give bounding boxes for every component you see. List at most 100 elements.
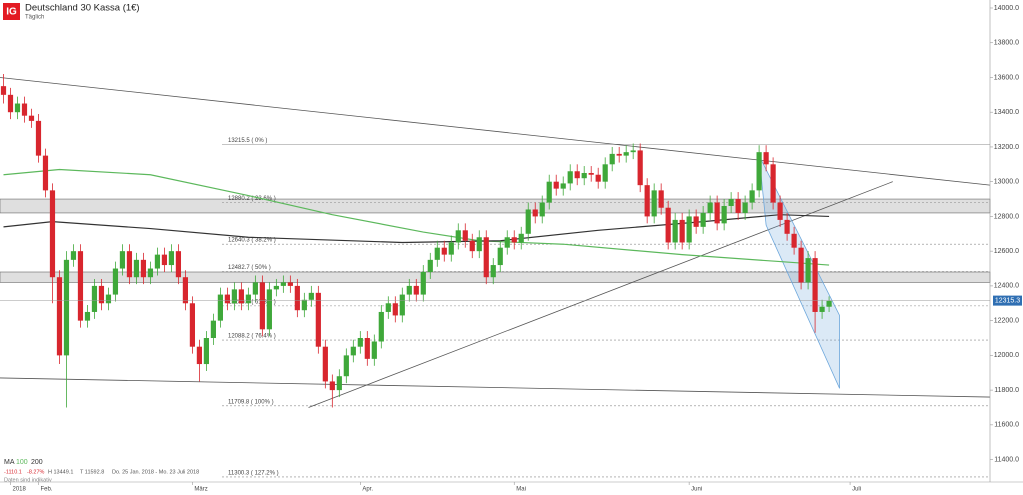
candle-body [686,216,692,243]
fib-label: 12640.3 ( 38.2% ) [228,238,276,244]
y-tick-label: 13000.0 [994,179,1019,186]
candle-body [350,346,356,356]
candle-body [252,282,258,295]
candle-body [756,152,762,191]
candle-body [581,172,587,179]
candle-body [14,103,21,113]
candle-body [49,190,56,278]
candle-body [798,247,804,283]
y-tick-label: 13800.0 [994,40,1019,47]
x-tick-label: Apr. [362,487,373,493]
last-price-box [993,295,1022,306]
candle-body [21,103,28,116]
y-tick-label: 12800.0 [994,213,1019,220]
fib-label: 12880.2 ( 23.6% ) [228,196,276,202]
candle-body [399,294,405,316]
candle-body [308,292,314,300]
candle-body [0,86,7,95]
candle-body [826,300,832,307]
candle-body [189,303,196,347]
fib-label: 12285.0 ( 61.8% ) [228,299,276,305]
candle-body [679,219,685,243]
candle-body [392,303,398,316]
candle-body [525,209,531,234]
fib-label: 12088.2 ( 76.4% ) [228,334,276,340]
candle-body [196,346,202,365]
y-tick-label: 13200.0 [994,144,1019,151]
candle-body [441,247,447,255]
candle-body [553,181,559,189]
candle-body [518,233,524,243]
candle-body [714,202,720,224]
y-tick-label: 11600.0 [994,422,1019,429]
candle-body [532,209,538,217]
stat: -8.27% [27,469,45,475]
candle-body [728,199,734,207]
candle-body [266,289,272,330]
candle-body [126,251,133,278]
candle-body [280,282,286,286]
candle-body [784,219,790,234]
candle-body [322,346,328,382]
candle-body [287,282,293,286]
candle-body [630,150,636,153]
y-tick-label: 11800.0 [994,387,1019,394]
candle-body [504,237,510,248]
stat: Do. 25 Jan. 2018 - Mo. 23 Juli 2018 [112,469,199,475]
candle-body [63,259,70,356]
candle-body [336,376,342,391]
x-tick-label: Feb. [40,487,52,493]
candle-body [273,285,279,290]
candle-body [168,251,175,266]
stat: T 11592.8 [80,469,104,475]
candle-body [595,174,601,182]
x-tick-label: 2018 [12,487,26,493]
stat: H 13449.1 [48,469,73,475]
candle-body [133,259,140,278]
candle-body [742,202,748,213]
ma-legend-entry: 200 [31,459,43,466]
candle-body [539,202,545,217]
candle-body [378,311,384,342]
candle-body [231,289,237,304]
candle-body [420,272,426,295]
y-tick-label: 12400.0 [994,283,1019,290]
candle-body [364,338,370,359]
candle-body [154,254,161,269]
candle-body [560,183,566,189]
candle-body [371,341,377,359]
candle-body [217,294,223,321]
stat: -1110.1 [4,469,22,475]
fib-label: 11709.8 ( 100% ) [228,399,274,405]
candle-body [644,185,650,217]
candle-body [140,259,147,278]
candle-body [567,171,573,184]
candle-body [770,164,776,203]
candle-body [343,355,349,377]
candle-body [413,285,419,295]
candle-body [259,282,265,330]
candle-body [462,230,468,241]
candle-body [224,294,230,304]
candle-body [294,285,300,311]
candle-body [315,292,321,347]
candle-body [469,240,475,252]
candle-body [77,251,84,321]
candle-body [574,171,580,179]
fib-label: 12482.7 ( 50% ) [228,265,271,271]
candle-body [616,153,622,156]
candle-body [238,289,244,304]
candle-body [623,152,629,156]
candle-body [476,237,482,252]
candle-body [658,190,664,208]
candle-body [147,268,154,278]
logo-box [3,3,20,20]
candle-body [357,338,363,347]
y-tick-label: 11400.0 [994,456,1019,463]
candle-body [455,230,461,243]
y-tick-label: 14000.0 [994,5,1019,12]
candle-body [791,233,797,248]
candle-body [28,115,35,121]
